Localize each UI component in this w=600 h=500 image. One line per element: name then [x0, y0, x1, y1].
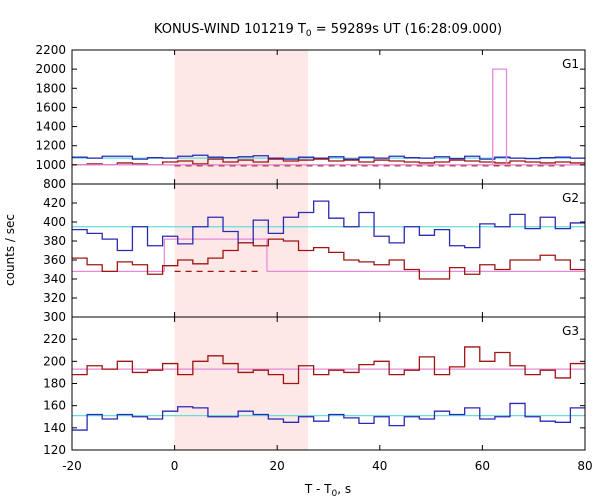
y-tick-label: 200 — [43, 354, 66, 368]
y-tick-label: 800 — [43, 177, 66, 191]
panel-g3: 120 140 160 180 200 220 G3 — [43, 316, 586, 457]
y-tick-label: 160 — [43, 399, 66, 413]
x-tick-label: 0 — [171, 459, 179, 473]
panel-frame — [71, 316, 586, 451]
series-red — [72, 346, 585, 385]
y-tick-label: 400 — [43, 215, 66, 229]
y-tick-label: 300 — [43, 310, 66, 324]
panel-plot-area — [72, 200, 585, 280]
y-tick-label: 420 — [43, 196, 66, 210]
panel-plot-area — [72, 346, 585, 431]
y-tick-label: 140 — [43, 421, 66, 435]
y-tick-label: 180 — [43, 377, 66, 391]
y-tick-label: 2200 — [35, 43, 66, 57]
series-red — [72, 158, 585, 166]
y-tick-label: 1400 — [35, 120, 66, 134]
y-tick-label: 320 — [43, 291, 66, 305]
y-axis-label: counts / sec — [3, 214, 17, 286]
y-tick-label: 360 — [43, 253, 66, 267]
y-tick-label: 1000 — [35, 158, 66, 172]
interval-level-box — [163, 238, 268, 272]
panel-g2: 300 320 340 360 380 400 420 G2 — [43, 183, 586, 324]
panel-label: G3 — [562, 324, 579, 338]
panel-frame — [71, 49, 586, 185]
y-tick-label: 1800 — [35, 81, 66, 95]
x-axis-label: T - T0, s — [304, 482, 351, 499]
x-tick-label: 60 — [475, 459, 490, 473]
x-tick-label: 20 — [270, 459, 285, 473]
y-tick-label: 120 — [43, 443, 66, 457]
series-blue — [72, 154, 585, 161]
panel-g1: 800 1000 1200 1400 1600 1800 2000 2200 G1 — [35, 43, 586, 191]
x-tick-label: 40 — [372, 459, 387, 473]
highlight-interval — [174, 184, 308, 317]
x-tick-label: 80 — [577, 459, 592, 473]
chart-title: KONUS-WIND 101219 T0 = 59289s UT (16:28:… — [154, 22, 502, 39]
panel-label: G2 — [562, 191, 579, 205]
series-blue — [72, 200, 585, 252]
panel-label: G1 — [562, 57, 579, 71]
y-tick-label: 220 — [43, 332, 66, 346]
y-tick-label: 380 — [43, 234, 66, 248]
y-tick-label: 1600 — [35, 100, 66, 114]
y-tick-label: 340 — [43, 272, 66, 286]
series-pink — [72, 68, 585, 166]
y-tick-label: 1200 — [35, 139, 66, 153]
x-tick-label: -20 — [62, 459, 82, 473]
series-blue — [72, 402, 585, 431]
series-red — [72, 238, 585, 280]
panels-group: 8001000120014001600180020002200G13003203… — [35, 43, 592, 473]
panel-plot-area — [72, 68, 585, 167]
y-tick-label: 2000 — [35, 62, 66, 76]
